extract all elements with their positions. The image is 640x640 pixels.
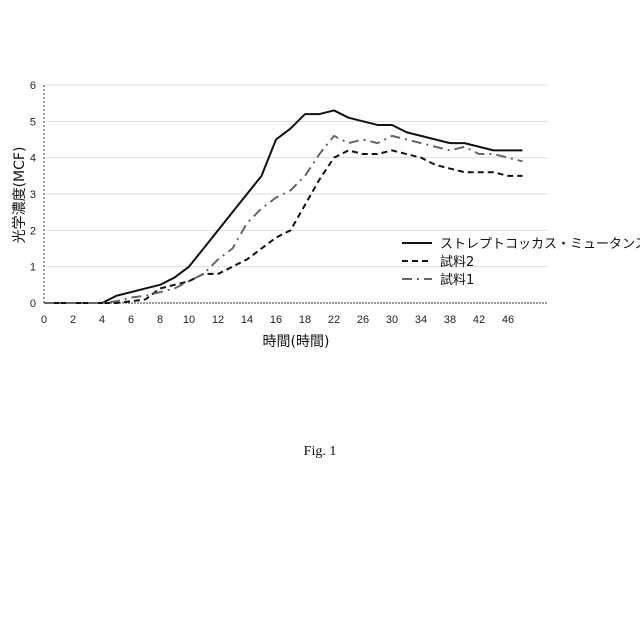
x-tick-label: 14 [241,314,253,326]
y-tick-label: 5 [30,116,36,128]
x-tick-label: 34 [415,314,427,326]
x-tick-label: 42 [473,314,485,326]
x-axis-label: 時間(時間) [263,334,330,350]
x-tick-label: 2 [70,314,76,326]
x-tick-label: 18 [299,314,311,326]
figure-caption: Fig. 1 [304,444,337,459]
legend-label: 試料2 [440,254,474,270]
legend-label: 試料1 [440,272,474,288]
x-tick-label: 30 [386,314,398,326]
x-tick-label: 4 [99,314,105,326]
y-tick-label: 1 [30,262,36,274]
legend-label: ストレプトコッカス・ミュータンス [440,237,640,252]
legend: ストレプトコッカス・ミュータンス試料2 試料1 [402,237,640,288]
y-tick-label: 2 [30,225,36,237]
line-chart: 0123456 02468101214161822263034384246 時間… [0,0,640,640]
x-tick-label: 22 [328,314,340,326]
y-tick-label: 0 [30,298,36,310]
y-tick-labels: 0 1 2 3 4 5 6 [30,80,36,310]
x-tick-label: 12 [212,314,224,326]
x-tick-label: 16 [270,314,282,326]
x-tick-label: 0 [41,314,47,326]
x-tick-label: 10 [183,314,195,326]
x-tick-label: 6 [128,314,134,326]
y-tick-label: 4 [30,153,36,165]
x-tick-label: 8 [157,314,163,326]
y-axis-label: 光学濃度(MCF) [12,147,28,244]
y-tick-label: 3 [30,189,36,201]
y-tick-label: 6 [30,80,36,92]
x-tick-labels: 02468101214161822263034384246 [41,314,514,326]
x-tick-label: 38 [444,314,456,326]
x-tick-label: 26 [357,314,369,326]
x-tick-label: 46 [502,314,514,326]
